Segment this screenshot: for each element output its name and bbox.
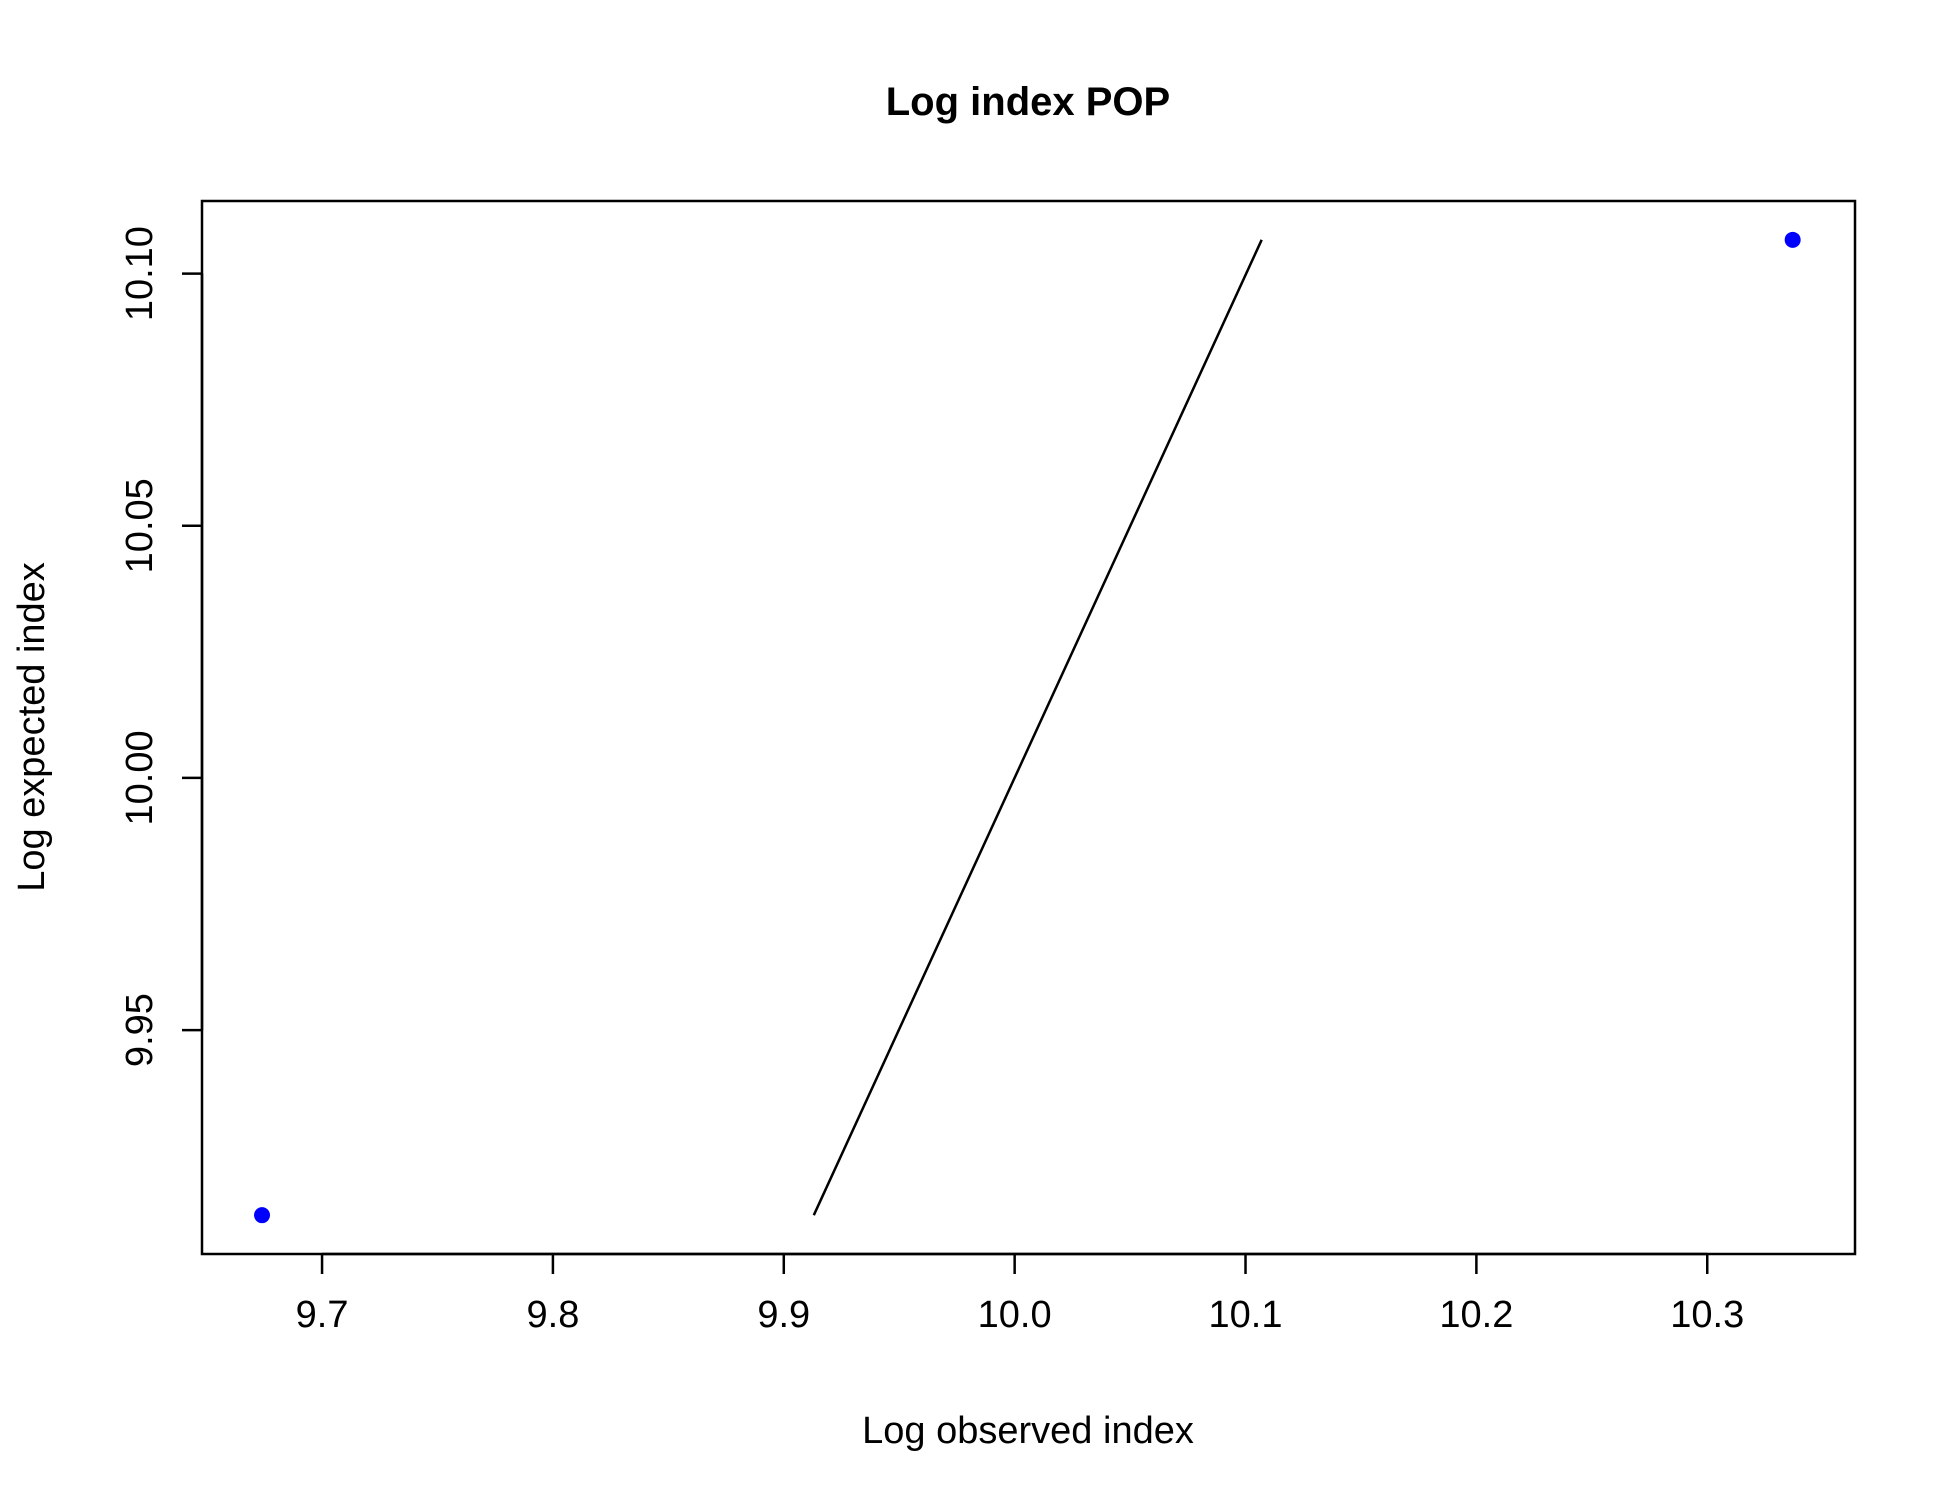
x-tick-label: 10.3 (1670, 1294, 1744, 1336)
x-tick-label: 10.1 (1209, 1294, 1283, 1336)
y-axis-label: Log expected index (11, 562, 53, 892)
y-tick-label: 10.00 (119, 730, 161, 825)
data-point (1784, 231, 1801, 248)
reference-line (812, 239, 1263, 1216)
x-tick-label: 9.8 (527, 1294, 580, 1336)
x-tick-label: 9.9 (757, 1294, 810, 1336)
x-tick-label: 10.0 (978, 1294, 1052, 1336)
x-tick-label: 9.7 (296, 1294, 349, 1336)
chart-title: Log index POP (886, 80, 1170, 124)
plot-frame (200, 199, 1857, 1256)
y-axis: 9.95 10.00 10.05 10.10 (119, 226, 204, 1067)
y-tick-label: 10.10 (119, 226, 161, 321)
series-layer (254, 231, 1801, 1224)
y-tick-label: 9.95 (119, 993, 161, 1067)
x-tick-label: 10.2 (1439, 1294, 1513, 1336)
data-point (254, 1207, 271, 1224)
x-axis: 9.7 9.8 9.9 10.0 10.1 10.2 10.3 (296, 1252, 1744, 1336)
x-axis-label: Log observed index (862, 1410, 1194, 1452)
y-tick-label: 10.05 (119, 478, 161, 573)
